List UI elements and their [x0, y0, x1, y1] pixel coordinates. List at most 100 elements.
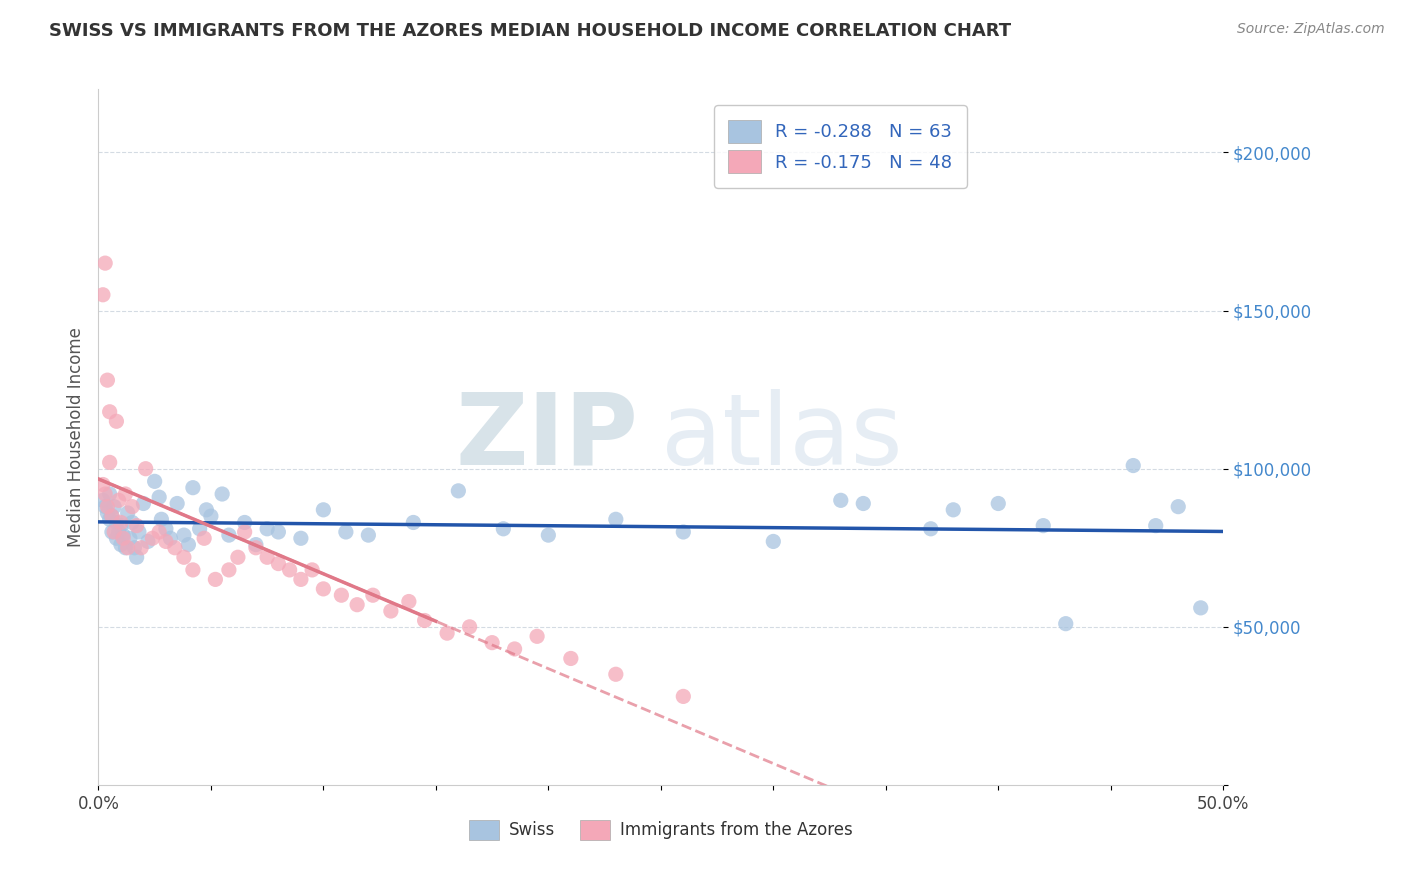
Point: [481, 635, 503, 649]
Point: [672, 690, 695, 704]
Point: [103, 524, 125, 539]
Point: [124, 541, 146, 555]
Point: [267, 557, 290, 571]
Point: [91, 477, 114, 491]
Point: [177, 538, 200, 552]
Point: [1144, 518, 1167, 533]
Point: [436, 626, 458, 640]
Point: [117, 506, 139, 520]
Point: [110, 516, 132, 530]
Point: [204, 573, 226, 587]
Point: [267, 524, 290, 539]
Point: [312, 582, 335, 596]
Point: [492, 522, 515, 536]
Point: [402, 516, 425, 530]
Point: [605, 667, 627, 681]
Point: [107, 524, 129, 539]
Point: [193, 531, 215, 545]
Point: [335, 524, 357, 539]
Point: [672, 524, 695, 539]
Point: [181, 481, 204, 495]
Point: [163, 541, 186, 555]
Point: [125, 550, 148, 565]
Point: [357, 528, 380, 542]
Point: [135, 461, 157, 475]
Point: [330, 588, 353, 602]
Point: [181, 563, 204, 577]
Point: [132, 496, 155, 510]
Point: [188, 522, 211, 536]
Point: [413, 614, 436, 628]
Point: [155, 534, 177, 549]
Point: [605, 512, 627, 526]
Text: atlas: atlas: [661, 389, 903, 485]
Point: [150, 512, 173, 526]
Point: [96, 506, 118, 520]
Point: [166, 496, 188, 510]
Point: [98, 405, 121, 419]
Point: [114, 487, 136, 501]
Point: [226, 550, 249, 565]
Point: [105, 516, 128, 530]
Point: [301, 563, 323, 577]
Point: [103, 500, 125, 514]
Point: [218, 563, 240, 577]
Point: [256, 522, 278, 536]
Point: [762, 534, 785, 549]
Point: [96, 500, 118, 514]
Point: [526, 629, 548, 643]
Point: [361, 588, 384, 602]
Point: [125, 518, 148, 533]
Point: [155, 522, 177, 536]
Point: [112, 528, 135, 542]
Point: [173, 550, 195, 565]
Point: [380, 604, 402, 618]
Point: [110, 538, 132, 552]
Point: [1189, 600, 1212, 615]
Text: ZIP: ZIP: [456, 389, 638, 485]
Point: [987, 496, 1010, 510]
Point: [91, 493, 114, 508]
Point: [105, 531, 128, 545]
Point: [233, 524, 256, 539]
Point: [148, 490, 170, 504]
Point: [245, 538, 267, 552]
Point: [98, 512, 121, 526]
Point: [942, 503, 965, 517]
Point: [121, 500, 143, 514]
Point: [1032, 518, 1054, 533]
Point: [173, 528, 195, 542]
Point: [121, 516, 143, 530]
Point: [112, 531, 135, 545]
Text: SWISS VS IMMIGRANTS FROM THE AZORES MEDIAN HOUSEHOLD INCOME CORRELATION CHART: SWISS VS IMMIGRANTS FROM THE AZORES MEDI…: [49, 22, 1011, 40]
Point: [118, 531, 141, 545]
Point: [218, 528, 240, 542]
Point: [101, 509, 124, 524]
Point: [94, 256, 117, 270]
Point: [920, 522, 942, 536]
Point: [129, 541, 152, 555]
Point: [94, 487, 117, 501]
Point: [96, 373, 118, 387]
Point: [290, 573, 312, 587]
Point: [1122, 458, 1144, 473]
Point: [114, 541, 136, 555]
Point: [101, 524, 124, 539]
Point: [256, 550, 278, 565]
Point: [290, 531, 312, 545]
Point: [91, 287, 114, 301]
Point: [141, 531, 163, 545]
Point: [143, 475, 166, 489]
Point: [195, 503, 218, 517]
Point: [560, 651, 582, 665]
Point: [148, 524, 170, 539]
Point: [458, 620, 481, 634]
Text: Source: ZipAtlas.com: Source: ZipAtlas.com: [1237, 22, 1385, 37]
Point: [503, 642, 526, 657]
Point: [1167, 500, 1189, 514]
Point: [159, 531, 181, 545]
Point: [852, 496, 875, 510]
Point: [200, 509, 222, 524]
Point: [211, 487, 233, 501]
Point: [346, 598, 368, 612]
